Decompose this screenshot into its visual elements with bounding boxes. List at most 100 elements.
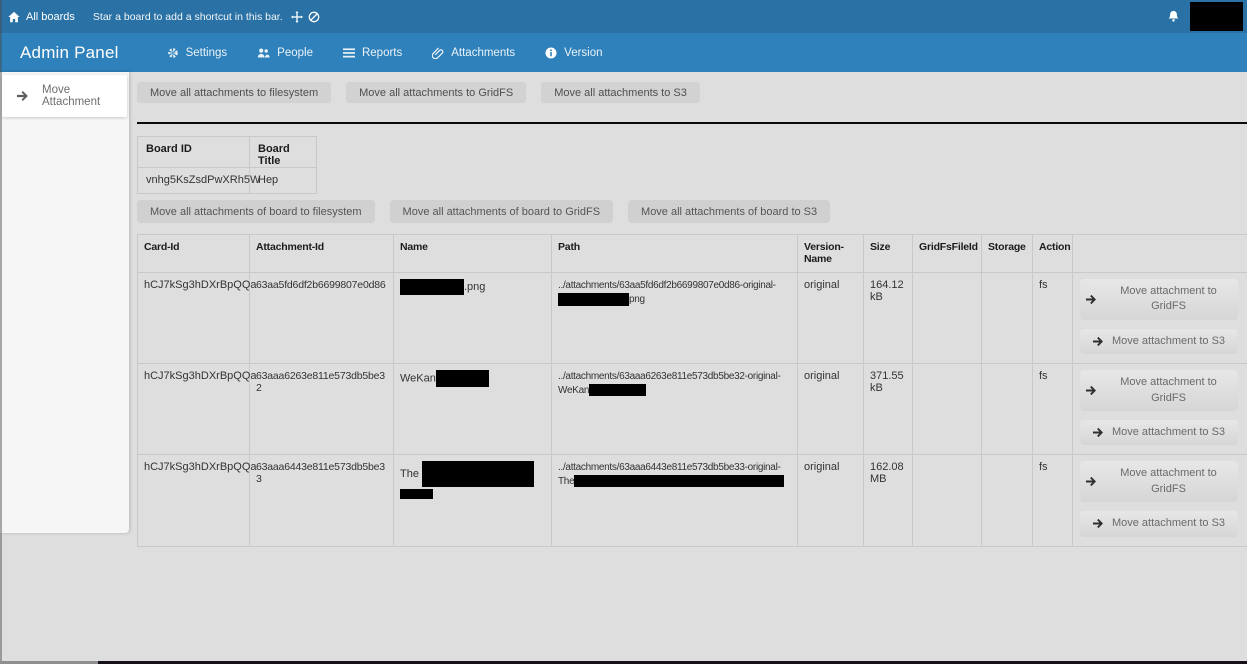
- nav-label: People: [277, 46, 313, 59]
- column-header: Board ID: [137, 136, 250, 168]
- move-attachment-to-gridfs-button[interactable]: Move attachment to GridFS: [1080, 370, 1238, 411]
- move-all-attachments-to-gridfs-button[interactable]: Move all attachments to GridFS: [346, 82, 527, 103]
- paperclip-icon: [432, 47, 444, 59]
- all-boards-link[interactable]: All boards: [8, 11, 75, 23]
- cell-card-id: hCJ7kSg3hDXrBpQQa: [137, 363, 257, 456]
- cell-path: ../attachments/63aaa6263e811e573db5be32-…: [551, 363, 798, 456]
- cell-board-title: Hep: [249, 167, 317, 194]
- column-header: Name: [393, 234, 552, 273]
- cell-card-id: hCJ7kSg3hDXrBpQQa: [137, 271, 257, 365]
- block-icon: [308, 11, 320, 23]
- attachment-row: hCJ7kSg3hDXrBpQQa 63aaa6443e811e573db5be3…: [137, 454, 1247, 547]
- attachment-row: hCJ7kSg3hDXrBpQQa 63aa5fd6df2b6699807e0d8…: [137, 271, 1247, 365]
- star-board-hint: Star a board to add a shortcut in this b…: [92, 10, 283, 23]
- redacted-text: [400, 489, 433, 500]
- cell-path: ../attachments/63aa5fd6df2b6699807e0d86-…: [551, 271, 798, 365]
- attachments-header-row: Card-Id Attachment-Id Name Path Version-Name…: [137, 234, 1247, 273]
- move-attachment-to-s3-button[interactable]: Move attachment to S3: [1080, 419, 1238, 446]
- all-boards-label: All boards: [26, 10, 75, 23]
- cell-name: WeKan: [393, 363, 552, 456]
- cell-row-actions: Move attachment to GridFS Move attachment…: [1072, 363, 1247, 456]
- redacted-text: [422, 461, 535, 488]
- move-all-attachments-to-filesystem-button[interactable]: Move all attachments to filesystem: [137, 82, 332, 103]
- cell-row-actions: Move attachment to GridFS Move attachment…: [1072, 271, 1247, 365]
- cell-attachment-id: 63aaa6443e811e573db5be33: [249, 454, 394, 547]
- user-menu-redacted[interactable]: [1190, 2, 1243, 31]
- column-header: Board Title: [249, 136, 317, 168]
- nav-label: Reports: [361, 46, 403, 59]
- cell-version-name: original: [797, 271, 864, 365]
- page-title: Admin Panel: [20, 42, 119, 62]
- column-header: Version-Name: [797, 234, 864, 273]
- info-icon: [545, 47, 557, 59]
- global-actions: Move all attachments to filesystem Move …: [137, 82, 1247, 103]
- cell-gridfsfileid: [912, 271, 982, 365]
- tab-reports[interactable]: Reports: [342, 46, 403, 59]
- cell-action: fs: [1032, 363, 1073, 456]
- board-table-header-row: Board ID Board Title: [137, 136, 317, 168]
- cell-size: 162.08 MB: [863, 454, 913, 547]
- redacted-text: [589, 384, 647, 397]
- home-icon: [8, 11, 20, 23]
- cell-storage: [981, 363, 1033, 456]
- tab-attachments[interactable]: Attachments: [432, 47, 515, 59]
- move-attachment-to-s3-button[interactable]: Move attachment to S3: [1080, 328, 1238, 355]
- attachment-row: hCJ7kSg3hDXrBpQQa 63aaa6263e811e573db5be3…: [137, 363, 1247, 456]
- nav-label: Version: [564, 46, 603, 59]
- tab-people[interactable]: People: [257, 47, 313, 59]
- cell-path: ../attachments/63aaa6443e811e573db5be33-…: [551, 454, 798, 547]
- sidebar-item-move-attachment[interactable]: Move Attachment: [2, 75, 127, 117]
- window-bottom-edge: [0, 661, 98, 664]
- cell-gridfsfileid: [912, 454, 982, 547]
- board-row: vnhg5KsZsdPwXRh5W Hep: [137, 167, 317, 194]
- cell-name: The: [393, 454, 552, 547]
- redacted-text: [435, 370, 489, 388]
- move-attachment-to-s3-button[interactable]: Move attachment to S3: [1080, 511, 1238, 537]
- board-table: Board ID Board Title vnhg5KsZsdPwXRh5W H…: [137, 136, 317, 194]
- cell-version-name: original: [797, 454, 864, 547]
- attachments-table: Card-Id Attachment-Id Name Path Version-Name…: [137, 234, 1247, 547]
- column-header: [1072, 234, 1247, 273]
- arrow-right-icon: [17, 90, 29, 102]
- move-attachment-to-gridfs-button[interactable]: Move attachment to GridFS: [1080, 461, 1238, 503]
- cell-storage: [981, 271, 1033, 365]
- people-icon: [257, 47, 270, 59]
- cell-action: fs: [1032, 271, 1073, 365]
- cell-gridfsfileid: [912, 363, 982, 456]
- move-all-attachments-to-s3-button[interactable]: Move all attachments to S3: [541, 82, 700, 103]
- gear-icon: [167, 47, 179, 59]
- move-all-board-attachments-to-filesystem-button[interactable]: Move all attachments of board to filesys…: [137, 200, 375, 223]
- sidebar: Move Attachment: [0, 72, 129, 533]
- cell-card-id: hCJ7kSg3hDXrBpQQa: [137, 454, 257, 547]
- window-bottom-edge: [98, 661, 1247, 664]
- column-header: Storage: [981, 234, 1033, 273]
- column-header: GridFsFileId: [912, 234, 982, 273]
- cell-size: 371.55 kB: [863, 363, 913, 456]
- board-actions: Move all attachments of board to filesys…: [137, 200, 1247, 223]
- bell-icon[interactable]: [1167, 10, 1180, 23]
- cell-name: .png: [393, 271, 552, 365]
- cell-board-id: vnhg5KsZsdPwXRh5W: [137, 167, 260, 194]
- move-all-board-attachments-to-s3-button[interactable]: Move all attachments of board to S3: [628, 200, 831, 223]
- column-header: Action: [1032, 234, 1073, 273]
- admin-header: Admin Panel Settings People Reports: [0, 33, 1247, 72]
- top-bar: All boards Star a board to add a shortcu…: [0, 0, 1247, 33]
- cell-row-actions: Move attachment to GridFS Move attachment…: [1072, 454, 1247, 547]
- tab-settings[interactable]: Settings: [167, 47, 227, 59]
- admin-nav: Settings People Reports Attachments: [167, 47, 603, 59]
- cell-size: 164.12 kB: [863, 271, 913, 365]
- redacted-text: [574, 475, 785, 488]
- redacted-text: [400, 279, 464, 295]
- divider: [137, 122, 1247, 124]
- column-header: Size: [863, 234, 913, 273]
- move-icon: [290, 10, 303, 23]
- cell-version-name: original: [797, 363, 864, 456]
- move-all-board-attachments-to-gridfs-button[interactable]: Move all attachments of board to GridFS: [389, 200, 614, 223]
- column-header: Path: [551, 234, 798, 273]
- cell-attachment-id: 63aaa6263e811e573db5be32: [249, 363, 394, 456]
- move-attachment-to-gridfs-button[interactable]: Move attachment to GridFS: [1080, 279, 1238, 320]
- tab-version[interactable]: Version: [545, 46, 603, 59]
- main-content: Move all attachments to filesystem Move …: [137, 72, 1247, 547]
- cell-attachment-id: 63aa5fd6df2b6699807e0d86: [249, 271, 394, 365]
